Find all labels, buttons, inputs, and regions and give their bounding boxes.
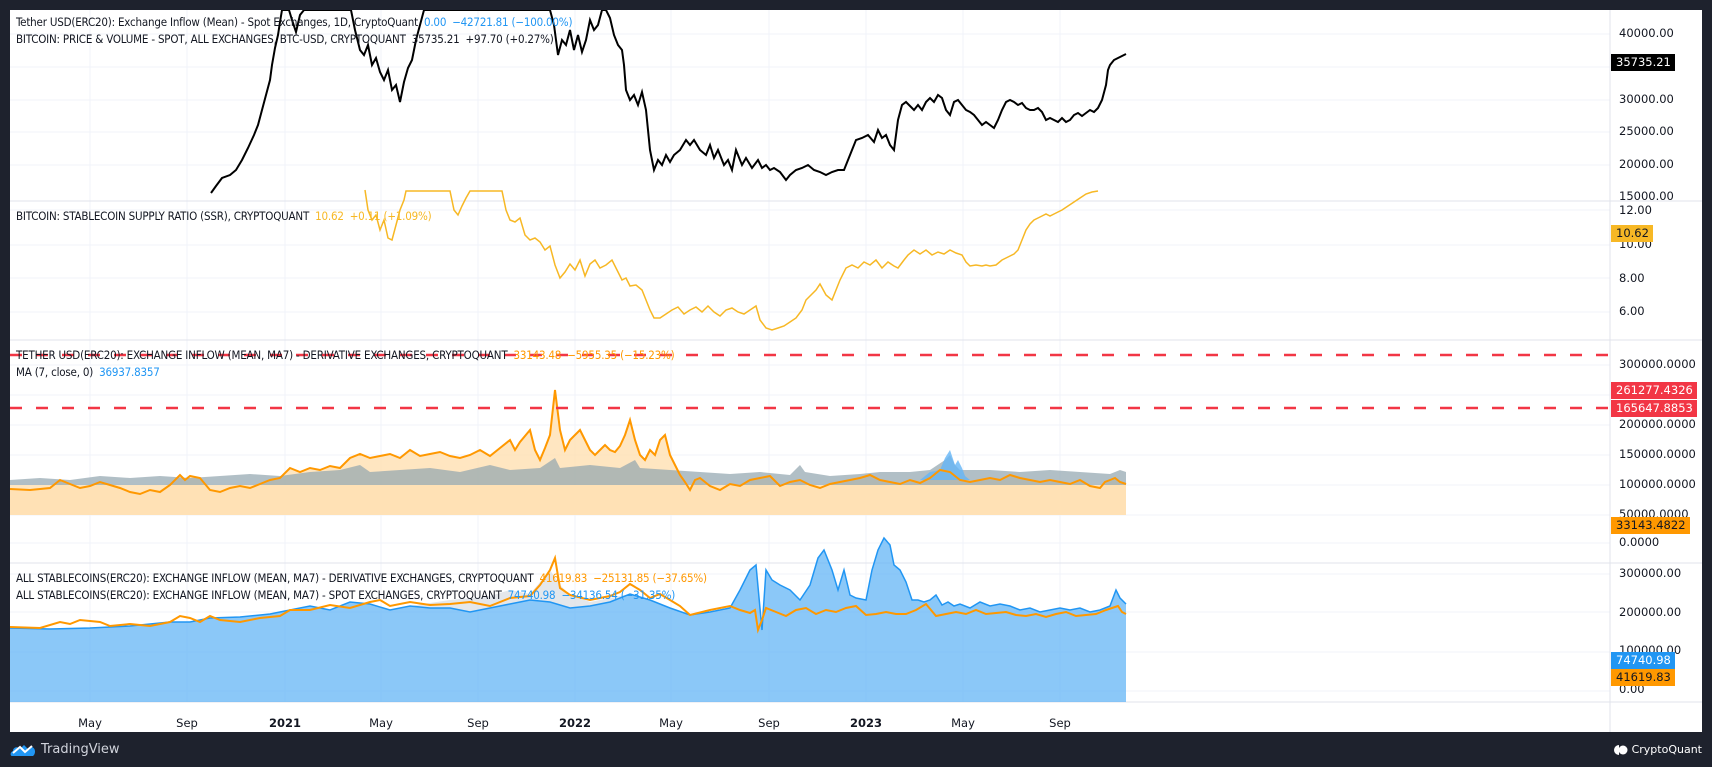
cryptoquant-icon <box>1613 744 1628 755</box>
spot-exchange-area <box>10 538 1126 702</box>
legend-value: 74740.98 <box>507 588 556 602</box>
footer-bar: TradingView CryptoQuant <box>0 732 1712 767</box>
time-axis-label: May <box>78 716 102 730</box>
axis-tick: 200000.00 <box>1619 605 1682 619</box>
time-axis-label: Sep <box>1049 716 1071 730</box>
axis-tick: 200000.0000 <box>1619 417 1696 431</box>
legend-change: −5955.35 (−15.23%) <box>567 348 675 362</box>
axis-tick: 40000.00 <box>1619 26 1674 40</box>
legend-change: −42721.81 (−100.00%) <box>452 15 573 29</box>
cryptoquant-label: CryptoQuant <box>1631 743 1702 756</box>
legend-all-stablecoins-spot[interactable]: ALL STABLECOINS(ERC20): EXCHANGE INFLOW … <box>16 587 681 604</box>
legend-title: BITCOIN: PRICE & VOLUME - SPOT, ALL EXCH… <box>16 32 406 46</box>
tradingview-label: TradingView <box>41 741 120 757</box>
axis-tick: 20000.00 <box>1619 157 1674 171</box>
axis-tick: 300000.00 <box>1619 566 1682 580</box>
btc-last-price-tag: 35735.21 <box>1611 54 1675 71</box>
legend-tether-spot[interactable]: Tether USD(ERC20): Exchange Inflow (Mean… <box>16 14 578 31</box>
legend-value: 0.00 <box>423 15 447 29</box>
axis-tick: 12.00 <box>1619 203 1652 217</box>
tether-negative-fill <box>10 485 1126 515</box>
legend-tether-derivative[interactable]: TETHER USD(ERC20): EXCHANGE INFLOW (MEAN… <box>16 347 681 364</box>
legend-title: BITCOIN: STABLECOIN SUPPLY RATIO (SSR), … <box>16 209 310 223</box>
legend-change: −25131.85 (−37.65%) <box>593 571 707 585</box>
axis-tick: 6.00 <box>1619 304 1645 318</box>
time-axis-label: May <box>951 716 975 730</box>
legend-title: Tether USD(ERC20): Exchange Inflow (Mean… <box>16 15 418 29</box>
tether-derivative-last-tag: 33143.4822 <box>1611 517 1690 534</box>
tether-ma-area <box>10 455 1126 485</box>
legend-value: 33143.48 <box>513 348 562 362</box>
chart-frame: Tether USD(ERC20): Exchange Inflow (Mean… <box>10 10 1702 732</box>
legend-value: 35735.21 <box>411 32 460 46</box>
time-axis-label: May <box>659 716 683 730</box>
tradingview-cloud-icon <box>10 745 36 756</box>
legend-all-stablecoins-derivative[interactable]: ALL STABLECOINS(ERC20): EXCHANGE INFLOW … <box>16 570 713 587</box>
cryptoquant-logo[interactable]: CryptoQuant <box>1613 743 1702 756</box>
legend-ssr[interactable]: BITCOIN: STABLECOIN SUPPLY RATIO (SSR), … <box>16 208 438 225</box>
tradingview-logo[interactable]: TradingView <box>10 741 120 757</box>
axis-tick: 30000.00 <box>1619 92 1674 106</box>
time-axis-label: Sep <box>176 716 198 730</box>
legend-title: MA (7, close, 0) <box>16 365 94 379</box>
legend-title: ALL STABLECOINS(ERC20): EXCHANGE INFLOW … <box>16 571 534 585</box>
time-axis-label: 2023 <box>849 716 883 730</box>
time-axis-label: May <box>369 716 393 730</box>
legend-change: +0.11 (+1.09%) <box>349 209 432 223</box>
btc-price-line <box>210 10 1127 194</box>
legend-value: 10.62 <box>315 209 344 223</box>
ssr-last-price-tag: 10.62 <box>1611 225 1653 242</box>
tether-derivative-line <box>10 389 1127 496</box>
derivative-exchange-line <box>10 554 1127 634</box>
axis-tick: 100000.0000 <box>1619 477 1696 491</box>
tether-ma-spike <box>920 450 970 480</box>
legend-value: 41619.83 <box>539 571 588 585</box>
axis-tick: 15000.00 <box>1619 189 1674 203</box>
hline-tag-261277[interactable]: 261277.4326 <box>1611 382 1697 399</box>
legend-value: 36937.8357 <box>99 365 160 379</box>
axis-tick: 150000.0000 <box>1619 447 1696 461</box>
chart-canvas[interactable] <box>10 10 1702 732</box>
hline-tag-165647[interactable]: 165647.8853 <box>1611 400 1697 417</box>
time-axis-label: 2022 <box>558 716 592 730</box>
legend-btc-price[interactable]: BITCOIN: PRICE & VOLUME - SPOT, ALL EXCH… <box>16 31 560 48</box>
time-axis-label: 2021 <box>268 716 302 730</box>
legend-title: ALL STABLECOINS(ERC20): EXCHANGE INFLOW … <box>16 588 502 602</box>
ssr-line <box>364 189 1099 331</box>
legend-title: TETHER USD(ERC20): EXCHANGE INFLOW (MEAN… <box>16 348 508 362</box>
spot-last-tag: 74740.98 <box>1611 652 1675 669</box>
axis-tick: 300000.0000 <box>1619 357 1696 371</box>
axis-tick: 0.0000 <box>1619 535 1660 549</box>
spot-exchange-line <box>10 536 1127 631</box>
legend-change: −34136.54 (−31.35%) <box>561 588 676 602</box>
axis-tick: 25000.00 <box>1619 124 1674 138</box>
derivative-last-tag: 41619.83 <box>1611 669 1675 686</box>
legend-change: +97.70 (+0.27%) <box>465 32 554 46</box>
time-axis-label: Sep <box>758 716 780 730</box>
axis-tick: 8.00 <box>1619 271 1645 285</box>
legend-ma[interactable]: MA (7, close, 0) 36937.8357 <box>16 364 166 381</box>
time-axis-label: Sep <box>467 716 489 730</box>
